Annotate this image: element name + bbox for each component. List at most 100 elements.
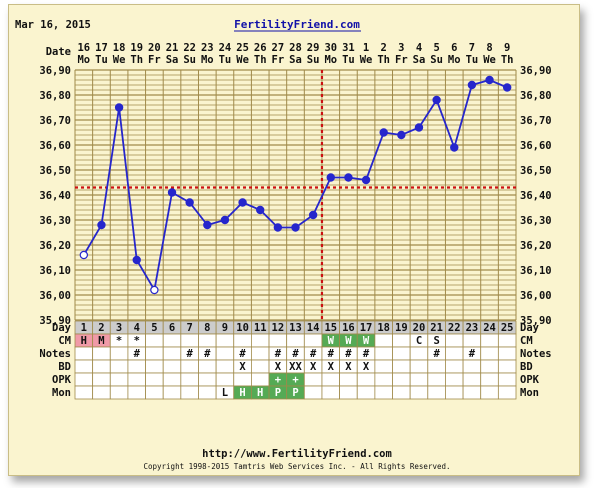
chart-canvas: Mar 16, 2015 FertilityFriend.com 35,90 35… xyxy=(15,18,552,471)
row-label-left: BD xyxy=(58,361,71,373)
y-tick-label-right: 36,50 xyxy=(520,165,552,177)
weekday-label: We xyxy=(236,54,249,66)
table-cell xyxy=(497,385,517,400)
weekday-label: Mo xyxy=(201,54,214,66)
y-tick-label-right: 35,90 xyxy=(520,315,552,327)
y-tick-label-left: 36,30 xyxy=(39,215,71,227)
table-cell-value: L xyxy=(222,387,228,399)
date-label: 21 xyxy=(166,42,179,54)
table-cell-value: # xyxy=(328,348,335,360)
temperature-point xyxy=(273,223,283,232)
table-cell xyxy=(215,372,235,387)
date-label: 4 xyxy=(416,42,422,54)
date-label: 8 xyxy=(486,42,492,54)
date-label: 16 xyxy=(77,42,90,54)
table-cell-value: 23 xyxy=(466,322,479,334)
table-cell-value: # xyxy=(469,348,476,360)
date-label: 18 xyxy=(113,42,126,54)
table-cell-value: # xyxy=(310,348,317,360)
table-cell xyxy=(198,359,217,374)
date-label: 5 xyxy=(433,42,439,54)
table-cell xyxy=(180,385,199,400)
y-tick-label-right: 36,20 xyxy=(520,240,552,252)
footer-url: http://www.FertilityFriend.com xyxy=(202,448,392,460)
table-cell xyxy=(92,385,111,400)
footer-copyright: Copyright 1998-2015 Tamtris Web Services… xyxy=(143,462,450,471)
table-cell xyxy=(409,372,429,387)
table-cell xyxy=(480,372,499,387)
table-cell-value: W xyxy=(328,335,335,347)
weekday-label: Su xyxy=(183,54,196,66)
table-cell-value: 24 xyxy=(483,322,496,334)
table-cell xyxy=(374,333,393,348)
row-label-right: Notes xyxy=(520,348,552,360)
table-cell-value: # xyxy=(134,348,141,360)
weekday-label: Tu xyxy=(342,54,355,66)
table-cell xyxy=(127,359,146,374)
date-label: 24 xyxy=(219,42,232,54)
table-cell xyxy=(374,385,393,400)
table-cell xyxy=(162,333,182,348)
table-cell-value: * xyxy=(134,335,140,347)
table-cell-value: 9 xyxy=(222,322,228,334)
y-tick-label-right: 36,00 xyxy=(520,290,552,302)
date-label: 17 xyxy=(95,42,108,54)
table-cell xyxy=(339,385,358,400)
table-cell xyxy=(74,385,94,400)
weekday-label: Mo xyxy=(324,54,337,66)
table-cell-value: S xyxy=(433,335,439,347)
table-cell-value: 22 xyxy=(448,322,461,334)
table-cell-value: 8 xyxy=(204,322,210,334)
table-cell xyxy=(92,346,111,361)
table-cell-value: 17 xyxy=(360,322,373,334)
row-label-right: CM xyxy=(520,335,533,347)
table-cell-value: 6 xyxy=(169,322,175,334)
table-cell xyxy=(303,333,323,348)
date-label: 2 xyxy=(381,42,387,54)
table-cell-value: X xyxy=(239,361,246,373)
chart-date: Mar 16, 2015 xyxy=(15,19,91,31)
weekday-label: Tu xyxy=(95,54,108,66)
weekday-label: Su xyxy=(307,54,320,66)
table-cell-value: H xyxy=(257,387,263,399)
table-cell-value: 15 xyxy=(324,322,337,334)
table-cell-value: # xyxy=(186,348,193,360)
table-cell xyxy=(480,346,499,361)
weekday-label: Su xyxy=(430,54,443,66)
y-tick-label-right: 36,30 xyxy=(520,215,552,227)
table-cell xyxy=(145,359,164,374)
date-label: 31 xyxy=(342,42,355,54)
weekday-label: Th xyxy=(501,54,514,66)
weekday-label: Th xyxy=(254,54,267,66)
y-tick-label-right: 36,60 xyxy=(520,140,552,152)
table-cell-value: 11 xyxy=(254,322,267,334)
table-cell xyxy=(145,346,164,361)
table-cell-value: 4 xyxy=(134,322,140,334)
table-cell-value: X xyxy=(275,361,282,373)
table-cell xyxy=(321,385,340,400)
table-cell xyxy=(339,372,358,387)
temperature-point xyxy=(256,205,265,215)
table-cell xyxy=(392,359,411,374)
row-label-right: Mon xyxy=(520,387,539,399)
weekday-label: Sa xyxy=(289,54,302,66)
y-tick-label-left: 36,90 xyxy=(39,65,71,77)
table-cell xyxy=(92,359,111,374)
weekday-label: Fr xyxy=(148,54,161,66)
table-cell xyxy=(145,372,164,387)
row-label-right: Day xyxy=(520,322,540,334)
table-cell xyxy=(303,372,323,387)
table-cell-value: 5 xyxy=(151,322,157,334)
table-cell xyxy=(268,333,288,348)
table-cell xyxy=(180,333,199,348)
date-label: 6 xyxy=(451,42,457,54)
y-tick-label-left: 36,00 xyxy=(39,290,71,302)
table-cell xyxy=(145,385,164,400)
table-cell xyxy=(409,359,429,374)
table-cell xyxy=(109,372,129,387)
table-cell-value: 12 xyxy=(272,322,285,334)
table-cell-value: + xyxy=(275,374,281,386)
date-label: 30 xyxy=(324,42,337,54)
table-cell-value: 14 xyxy=(307,322,320,334)
temperature-point xyxy=(291,223,300,232)
